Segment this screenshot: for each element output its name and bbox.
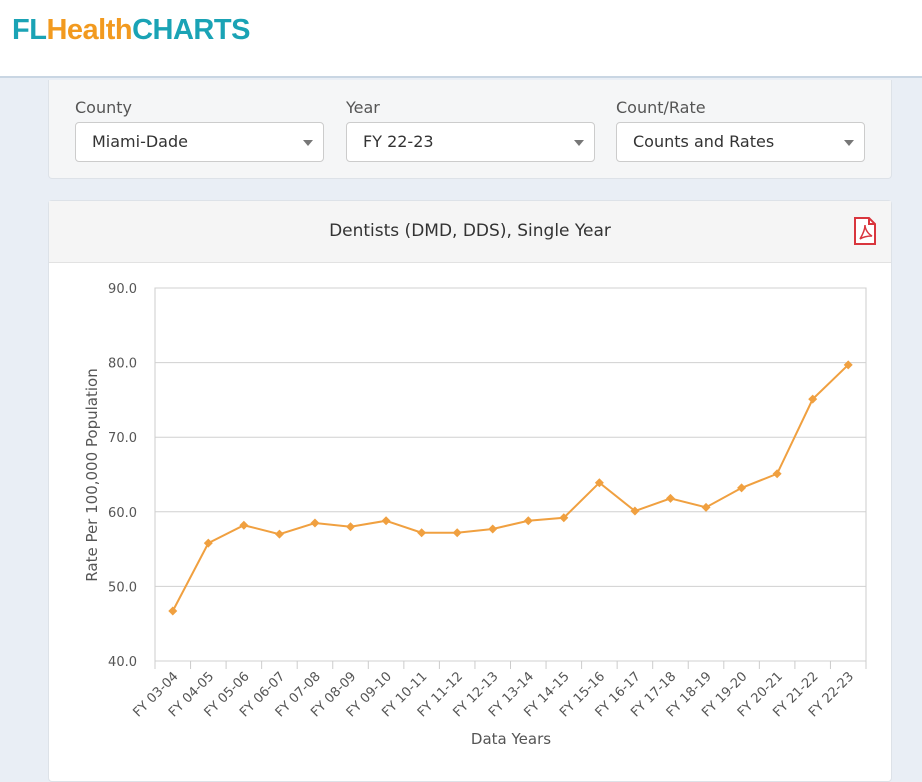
y-tick-label: 90.0 xyxy=(108,282,137,297)
filter-panel: County Miami-Dade Year FY 22-23 Count/Ra… xyxy=(48,80,892,179)
y-tick-label: 60.0 xyxy=(108,506,137,521)
header: FLHealthCHARTS xyxy=(0,0,922,78)
data-point xyxy=(203,538,213,548)
logo-part: CHARTS xyxy=(132,14,250,46)
filter-label: Year xyxy=(346,98,380,117)
data-point xyxy=(417,528,427,538)
data-point xyxy=(381,516,391,526)
x-axis-title: Data Years xyxy=(471,730,551,748)
chart-title: Dentists (DMD, DDS), Single Year xyxy=(329,221,611,241)
data-point xyxy=(772,469,782,479)
data-point xyxy=(808,394,818,404)
data-point xyxy=(488,524,498,534)
data-point xyxy=(168,606,178,616)
data-line xyxy=(171,364,849,612)
y-tick-label: 80.0 xyxy=(108,357,137,372)
panel-header: Dentists (DMD, DDS), Single Year xyxy=(49,201,891,263)
data-point xyxy=(701,502,711,512)
y-tick-label: 40.0 xyxy=(108,655,137,670)
plot-area xyxy=(154,287,867,662)
county-select[interactable]: Miami-Dade xyxy=(75,122,324,162)
logo-part: FL xyxy=(12,14,47,46)
y-tick-label: 70.0 xyxy=(108,431,137,446)
data-point xyxy=(346,522,356,532)
data-point xyxy=(523,516,533,526)
chart-panel: Dentists (DMD, DDS), Single Year xyxy=(48,200,892,782)
logo-part: Health xyxy=(46,14,133,46)
pdf-icon[interactable] xyxy=(853,217,877,245)
y-tick-label: 50.0 xyxy=(108,580,137,595)
data-point xyxy=(452,528,462,538)
data-point xyxy=(630,506,640,516)
data-point xyxy=(594,478,604,488)
count-rate-select[interactable]: Counts and Rates xyxy=(616,122,865,162)
data-point xyxy=(559,513,569,523)
data-point xyxy=(239,520,249,530)
data-point xyxy=(310,518,320,528)
filter-label: Count/Rate xyxy=(616,98,706,117)
data-point xyxy=(737,483,747,493)
year-select[interactable]: FY 22-23 xyxy=(346,122,595,162)
logo[interactable]: FLHealthCHARTS xyxy=(12,14,250,47)
filter-label: County xyxy=(75,98,132,117)
data-point xyxy=(843,360,853,370)
data-point xyxy=(665,493,675,503)
y-axis-title: Rate Per 100,000 Population xyxy=(83,368,101,581)
data-point xyxy=(274,529,284,539)
